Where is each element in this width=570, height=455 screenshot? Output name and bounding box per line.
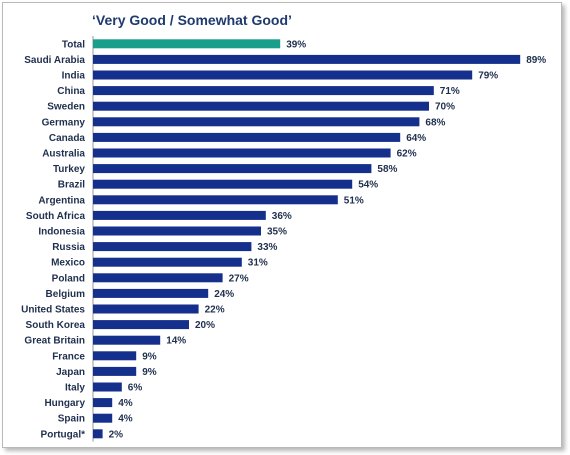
value-label-australia: 62% xyxy=(397,149,417,160)
category-label-germany: Germany xyxy=(42,117,86,128)
bar-poland xyxy=(93,273,223,283)
bar-japan xyxy=(93,366,137,376)
bar-united-states xyxy=(93,304,199,314)
category-label-belgium: Belgium xyxy=(46,289,86,300)
bar-australia xyxy=(93,148,391,158)
bar-china xyxy=(93,86,434,96)
value-label-sweden: 70% xyxy=(435,102,455,113)
bar-saudi-arabia xyxy=(93,54,521,64)
value-label-india: 79% xyxy=(478,71,498,82)
bar-total xyxy=(93,39,281,49)
bar-south-africa xyxy=(93,210,266,220)
category-label-great-britain: Great Britain xyxy=(24,336,85,347)
category-label-brazil: Brazil xyxy=(58,180,85,191)
category-label-japan: Japan xyxy=(56,367,85,378)
category-label-hungary: Hungary xyxy=(44,398,85,409)
value-label-total: 39% xyxy=(286,39,306,50)
value-label-south-africa: 36% xyxy=(272,211,292,222)
category-label-saudi-arabia: Saudi Arabia xyxy=(24,55,85,66)
bar-mexico xyxy=(93,257,242,267)
category-label-italy: Italy xyxy=(65,383,85,394)
bar-south-korea xyxy=(93,320,189,330)
value-label-hungary: 4% xyxy=(118,398,133,409)
bar-brazil xyxy=(93,179,353,189)
value-label-south-korea: 20% xyxy=(195,320,215,331)
bar-sweden xyxy=(93,101,429,111)
bar-argentina xyxy=(93,195,338,205)
bar-indonesia xyxy=(93,226,261,236)
bar-germany xyxy=(93,117,420,127)
value-label-united-states: 22% xyxy=(205,305,225,316)
category-label-sweden: Sweden xyxy=(47,102,85,113)
bar-hungary xyxy=(93,398,113,408)
value-label-argentina: 51% xyxy=(344,195,364,206)
category-label-australia: Australia xyxy=(42,149,85,160)
value-label-china: 71% xyxy=(440,86,460,97)
value-label-belgium: 24% xyxy=(214,289,234,300)
value-label-great-britain: 14% xyxy=(166,336,186,347)
category-label-spain: Spain xyxy=(58,414,85,425)
value-label-poland: 27% xyxy=(229,273,249,284)
category-label-poland: Poland xyxy=(52,273,85,284)
value-label-mexico: 31% xyxy=(248,258,268,269)
bar-belgium xyxy=(93,288,209,298)
value-label-indonesia: 35% xyxy=(267,227,287,238)
bar-spain xyxy=(93,413,113,423)
value-label-spain: 4% xyxy=(118,414,133,425)
category-label-indonesia: Indonesia xyxy=(38,227,85,238)
value-label-brazil: 54% xyxy=(358,180,378,191)
category-label-portugal: Portugal* xyxy=(41,429,86,440)
bar-great-britain xyxy=(93,335,161,345)
bar-italy xyxy=(93,382,122,392)
value-label-turkey: 58% xyxy=(377,164,397,175)
value-label-portugal: 2% xyxy=(109,429,124,440)
bar-turkey xyxy=(93,164,372,174)
category-label-south-africa: South Africa xyxy=(26,211,86,222)
bar-france xyxy=(93,351,137,361)
category-label-total: Total xyxy=(62,39,85,50)
value-label-japan: 9% xyxy=(142,367,157,378)
category-label-france: France xyxy=(52,351,85,362)
value-label-russia: 33% xyxy=(257,242,277,253)
bar-india xyxy=(93,70,473,80)
value-label-canada: 64% xyxy=(406,133,426,144)
value-label-france: 9% xyxy=(142,351,157,362)
category-label-south-korea: South Korea xyxy=(26,320,86,331)
category-label-china: China xyxy=(57,86,85,97)
bar-canada xyxy=(93,132,401,142)
category-label-mexico: Mexico xyxy=(51,258,85,269)
chart-title: ‘Very Good / Somewhat Good’ xyxy=(92,12,292,28)
value-label-germany: 68% xyxy=(425,117,445,128)
category-label-canada: Canada xyxy=(49,133,86,144)
category-label-india: India xyxy=(62,71,86,82)
category-label-united-states: United States xyxy=(21,305,85,316)
category-label-russia: Russia xyxy=(52,242,85,253)
category-label-argentina: Argentina xyxy=(38,195,85,206)
bar-russia xyxy=(93,242,252,252)
category-label-turkey: Turkey xyxy=(53,164,85,175)
value-label-saudi-arabia: 89% xyxy=(526,55,546,66)
value-label-italy: 6% xyxy=(128,383,143,394)
bar-portugal xyxy=(93,429,103,439)
